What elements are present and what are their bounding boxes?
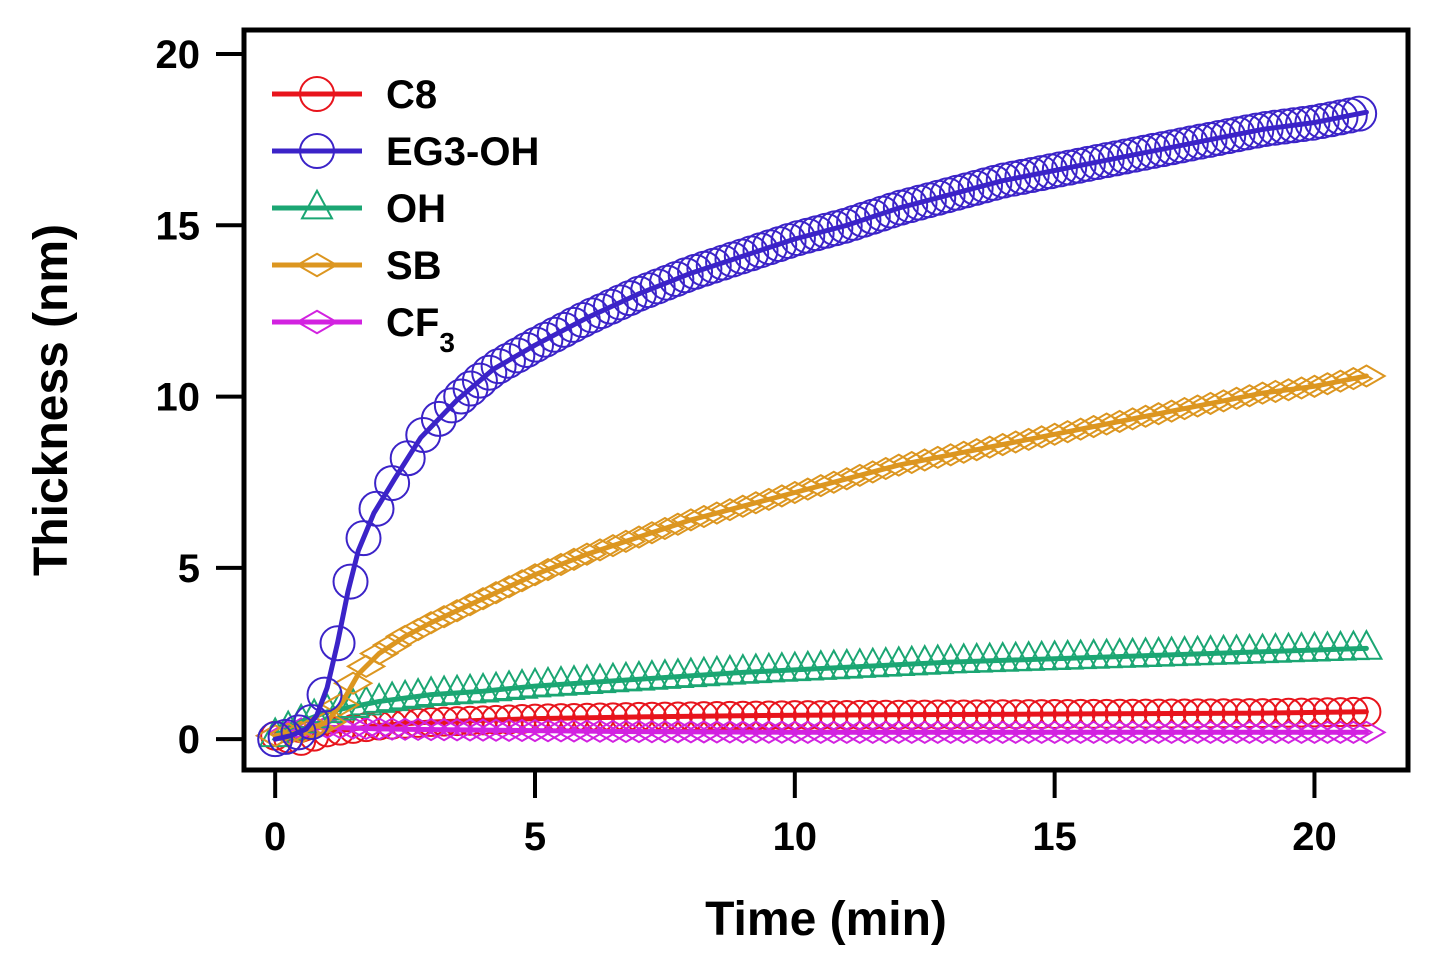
data-marker	[358, 717, 400, 741]
data-marker	[546, 311, 583, 348]
series-sb	[254, 364, 1387, 748]
x-axis-title: Time (min)	[705, 893, 947, 946]
x-tick-label: 10	[773, 815, 818, 859]
x-tick-label: 5	[524, 815, 546, 859]
y-tick-label: 15	[156, 204, 201, 248]
data-marker	[384, 624, 426, 649]
data-marker	[319, 693, 361, 717]
data-marker	[410, 717, 452, 742]
legend-entry: OH	[272, 187, 446, 231]
legend-marker	[299, 133, 335, 169]
data-marker	[579, 719, 621, 743]
data-marker	[605, 719, 647, 744]
series-layer	[254, 95, 1387, 758]
series-oh	[258, 629, 1384, 748]
data-marker	[371, 717, 413, 741]
data-marker	[1346, 364, 1387, 388]
x-tick-label: 0	[264, 815, 286, 859]
y-tick-label: 5	[178, 547, 200, 591]
series-eg3-oh	[257, 95, 1378, 758]
data-marker	[358, 641, 400, 666]
data-marker	[1333, 720, 1374, 744]
data-marker	[489, 342, 526, 379]
data-marker	[319, 625, 356, 662]
data-marker	[492, 669, 526, 700]
legend-label: OH	[386, 187, 446, 231]
data-marker	[420, 400, 457, 437]
data-marker	[1341, 95, 1378, 132]
y-axis-title: Thickness (nm)	[25, 224, 78, 576]
legend-label: C8	[386, 73, 437, 117]
data-marker	[536, 316, 573, 353]
data-marker	[461, 362, 498, 399]
data-marker	[397, 617, 439, 642]
data-marker	[540, 719, 582, 743]
data-marker	[527, 321, 564, 358]
legend-marker	[300, 188, 334, 220]
data-marker	[480, 348, 517, 385]
data-marker	[306, 715, 348, 739]
data-marker	[479, 670, 513, 702]
legend-entry: EG3-OH	[272, 130, 539, 174]
data-marker	[518, 326, 555, 363]
x-tick-label: 20	[1292, 815, 1337, 859]
data-marker	[1349, 629, 1384, 660]
data-marker	[553, 719, 595, 743]
data-marker	[514, 718, 556, 743]
data-marker	[257, 721, 294, 758]
series-line	[272, 645, 1369, 739]
legend-marker	[295, 252, 339, 278]
data-marker	[443, 378, 480, 415]
data-marker	[280, 714, 317, 751]
series-line	[272, 373, 1369, 739]
data-marker	[384, 717, 426, 741]
x-tick-label: 15	[1032, 815, 1077, 859]
data-marker	[332, 671, 374, 695]
data-marker	[436, 718, 478, 742]
data-marker	[488, 718, 530, 742]
y-tick-label: 0	[178, 718, 200, 762]
data-marker	[423, 718, 465, 742]
data-marker	[466, 671, 500, 703]
data-marker	[527, 719, 569, 743]
data-marker	[345, 716, 387, 741]
data-marker	[462, 718, 504, 742]
data-marker	[592, 719, 634, 744]
data-marker	[505, 668, 539, 699]
data-marker	[397, 717, 439, 742]
series-line	[272, 109, 1369, 742]
data-marker	[452, 370, 489, 407]
data-marker	[499, 337, 536, 374]
data-marker	[566, 719, 608, 743]
legend-entry: SB	[272, 244, 442, 288]
data-marker	[306, 676, 343, 713]
data-marker	[332, 563, 369, 600]
legend-label: EG3-OH	[386, 130, 539, 174]
legend-label: SB	[386, 244, 442, 288]
plot-frame	[241, 27, 1411, 773]
legend-marker	[295, 309, 339, 335]
legend-marker	[299, 76, 335, 112]
data-marker	[508, 331, 545, 368]
data-marker	[449, 718, 491, 742]
data-marker	[475, 718, 517, 742]
data-marker	[371, 633, 413, 657]
data-marker	[501, 718, 543, 743]
data-marker	[471, 354, 508, 391]
axis-layer: 0 5 10 15 20 0 5 10 15 20	[156, 33, 1337, 859]
y-tick-label: 20	[156, 33, 201, 77]
y-tick-label: 10	[156, 376, 201, 420]
data-marker	[1346, 720, 1387, 744]
legend-entry: C8	[272, 73, 437, 117]
